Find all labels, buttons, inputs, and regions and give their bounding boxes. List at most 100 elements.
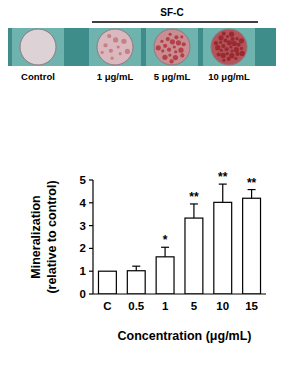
stain-spot [178,48,183,53]
stain-spot [110,57,113,60]
significance: ** [247,176,257,190]
y-tick-label: 4 [80,197,87,209]
well-images [8,28,276,66]
x-tick-label: 5 [191,300,198,312]
stain-spot [226,35,229,38]
y-axis [92,180,93,294]
group-bracket [92,21,258,23]
stain-spot [229,45,232,48]
stain-spot [217,52,221,56]
stain-spot [239,38,244,43]
plate-cell [89,28,141,66]
marks [98,184,260,294]
bar [98,271,116,294]
x-tick-label: 15 [245,300,258,312]
bar [214,202,232,294]
y-tick [89,179,93,180]
bar [127,271,145,294]
error-bar [219,184,227,202]
y-tick-label: 5 [80,174,87,186]
x-axis-label: Concentration (μg/mL) [117,329,251,343]
stain-spot [232,41,237,46]
error-stem [136,266,137,271]
well-label: 10 μg/mL [208,71,250,82]
bar [156,257,174,294]
stain-spot [161,49,164,52]
stain-spot [180,35,183,38]
stain-spot [218,35,223,40]
stain-spot [237,43,241,47]
significance: * [163,233,168,247]
stain-spot [230,49,233,52]
stain-spot [176,40,181,45]
y-tick [89,225,93,226]
stain-spot [168,53,171,56]
stain-spot [180,53,184,57]
stain-spot [162,55,167,60]
x-tick-label: 0.5 [128,300,145,312]
stain-spot [182,42,186,46]
bar [243,198,261,294]
stain-spot [221,44,225,48]
stain-spot [214,41,218,45]
x-tick-label: 10 [216,300,229,312]
error-stem [251,190,252,199]
y-tick-label: 2 [80,242,86,254]
plate-cell [203,28,255,66]
stain-spot [173,45,176,48]
y-tick [89,293,93,294]
well [97,29,133,65]
figure: Control1 μg/mL5 μg/mL10 μg/mLSF-C*******… [0,0,300,368]
stain-spot [103,43,107,47]
stain-spot [227,57,231,61]
stain-spot [223,38,227,42]
significance: ** [189,190,199,204]
error-cap [132,266,140,267]
y-axis-label: (relative to control) [45,180,59,293]
stain-spot [169,59,173,63]
stain-spot [160,40,163,43]
stain-spot [220,49,223,52]
x-axis [93,293,266,294]
y-tick-label: 1 [80,265,87,277]
stain-spot [224,47,228,51]
x-tick-label: C [103,300,111,312]
stain-spot [121,39,126,44]
error-bar [248,190,256,199]
error-bar [132,266,140,271]
stain-spot [167,48,171,52]
stain-spot [221,53,226,58]
y-tick-label: 3 [80,220,86,232]
stain-spot [219,41,222,44]
stain-spot [174,35,178,39]
stain-spot [173,55,178,60]
y-tick-label: 0 [80,288,86,300]
stain-spot [163,44,167,48]
stain-spot [125,49,130,54]
stain-spot [169,33,172,36]
stain-spot [235,52,239,56]
stain-spot [170,39,175,44]
well-label: 5 μg/mL [154,71,191,82]
stain-spot [226,52,229,55]
stain-spot [240,51,245,56]
stain-spot [166,37,170,41]
y-tick [89,271,93,272]
group-label: SF-C [160,7,183,18]
stain-spot [113,37,118,42]
plate-cell [12,28,64,66]
well-label: 1 μg/mL [97,71,134,82]
well-label: Control [21,71,55,82]
stain-spot [119,52,122,55]
stain-spot [117,45,120,48]
error-stem [222,184,223,202]
plate-cell [146,28,198,66]
x-tick-label: 1 [162,300,169,312]
y-tick [89,202,93,203]
stain-spot [215,45,220,50]
stain-spot [101,51,104,54]
well [154,29,190,65]
stain-spot [229,32,234,37]
well [20,29,56,65]
stain-spot [240,47,243,50]
